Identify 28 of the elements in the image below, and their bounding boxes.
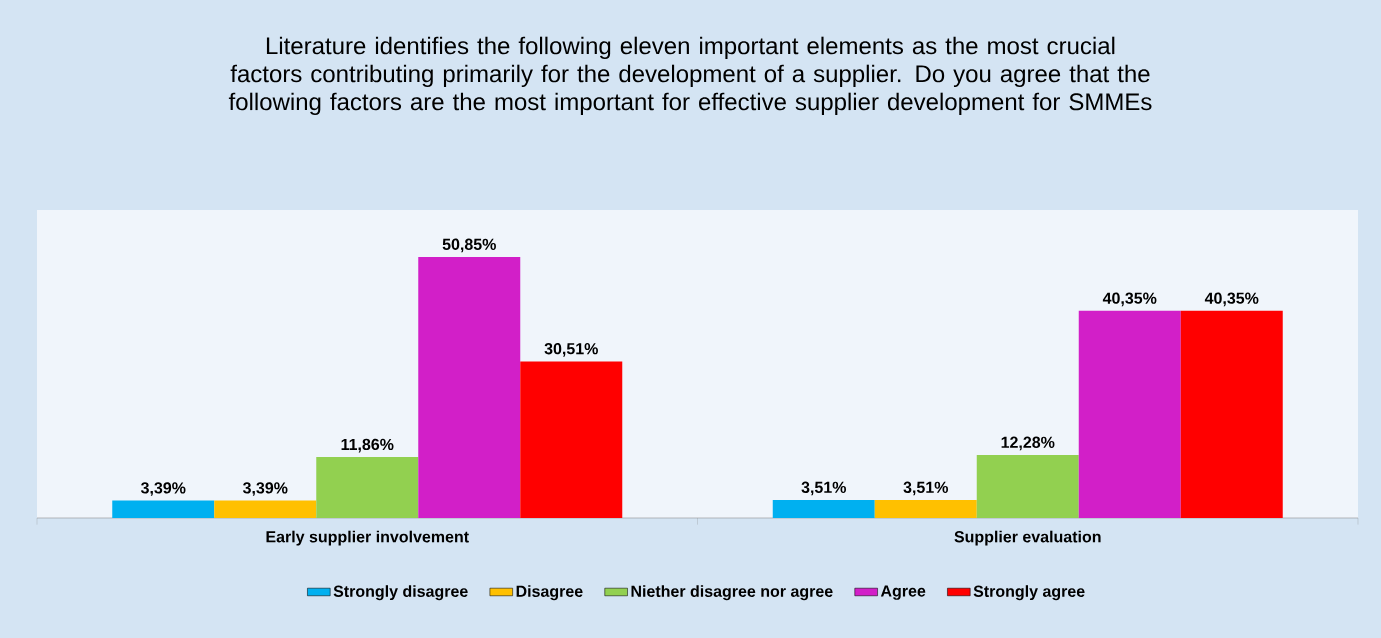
bar: [520, 361, 623, 518]
data-label: 12,28%: [1001, 436, 1055, 451]
legend-label: Strongly disagree: [333, 585, 468, 601]
data-label: 3,51%: [801, 481, 847, 496]
bar: [874, 499, 977, 518]
x-tick-label: Supplier evaluation: [954, 530, 1101, 546]
bar: [772, 499, 875, 518]
bar: [976, 454, 1079, 518]
x-tick-label: Early supplier involvement: [266, 530, 469, 546]
data-label: 40,35%: [1102, 292, 1157, 307]
data-label: 30,51%: [544, 343, 598, 357]
bar: [418, 256, 521, 518]
data-label: 3,51%: [903, 481, 949, 496]
chart-title: Literature identifies the following eleven important elements as the most crucial factors contributing primarily for the development of a supplier. Do you agree that the following factors are the most important for effective supplier development for SMMEs: [228, 36, 1152, 116]
bar: [1078, 310, 1181, 518]
data-label: 3,39%: [242, 482, 288, 496]
legend-label: Agree: [880, 585, 926, 600]
legend-label: Disagree: [516, 585, 583, 601]
data-label: 50,85%: [442, 238, 496, 253]
data-label: 11,86%: [341, 438, 394, 453]
bar: [214, 500, 317, 518]
bar: [316, 457, 419, 518]
bar: [1180, 310, 1283, 518]
legend-label: Niether disagree nor agree: [631, 585, 833, 601]
data-label: 40,35%: [1204, 292, 1259, 307]
legend-label: Strongly agree: [973, 585, 1085, 601]
data-label: 3,39%: [140, 482, 186, 496]
bar: [112, 500, 215, 518]
